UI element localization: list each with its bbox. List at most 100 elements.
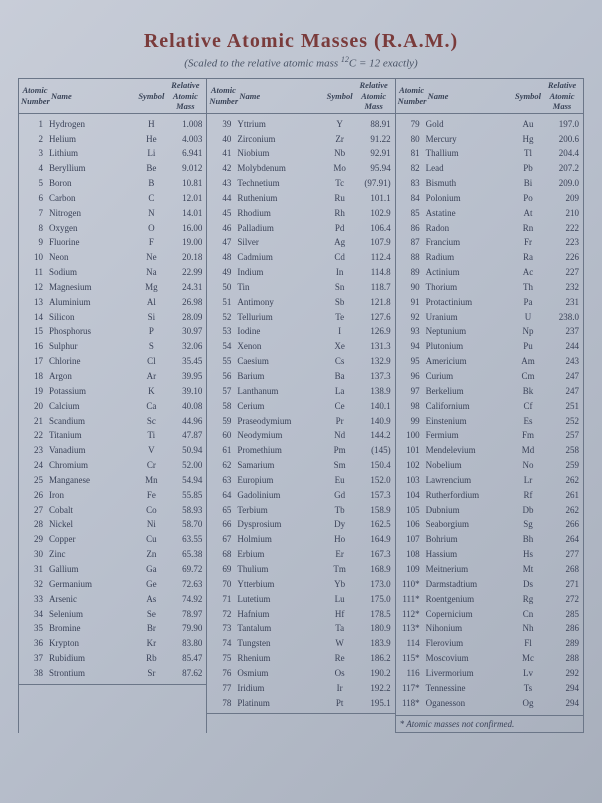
atomic-number: 109 <box>398 562 426 577</box>
element-symbol: C <box>136 191 166 206</box>
element-row: 36KryptonKr83.80 <box>19 636 206 651</box>
atomic-number: 50 <box>209 280 237 295</box>
atomic-number: 67 <box>209 532 237 547</box>
element-symbol: Eu <box>325 473 355 488</box>
element-mass: 158.9 <box>355 503 393 518</box>
element-name: Mendelevium <box>426 443 513 458</box>
element-name: Xenon <box>237 339 324 354</box>
element-column-1: Atomic Number Name Symbol Relative Atomi… <box>18 78 207 734</box>
element-symbol: Ge <box>136 577 166 592</box>
element-mass: 137.3 <box>355 369 393 384</box>
element-row: 64GadoliniumGd157.3 <box>207 488 394 503</box>
element-row: 67HolmiumHo164.9 <box>207 532 394 547</box>
element-mass: 262 <box>543 503 581 518</box>
element-mass: 22.99 <box>166 265 204 280</box>
element-name: Yttrium <box>237 117 324 132</box>
element-mass: 238.0 <box>543 310 581 325</box>
element-row: 28NickelNi58.70 <box>19 517 206 532</box>
atomic-number: 76 <box>209 666 237 681</box>
element-mass: 247 <box>543 369 581 384</box>
element-name: Oxygen <box>49 221 136 236</box>
atomic-number: 58 <box>209 399 237 414</box>
atomic-number: 80 <box>398 132 426 147</box>
element-mass: 121.8 <box>355 295 393 310</box>
atomic-number: 73 <box>209 621 237 636</box>
atomic-number: 116 <box>398 666 426 681</box>
element-mass: 58.70 <box>166 517 204 532</box>
element-symbol: Re <box>325 651 355 666</box>
atomic-number: 61 <box>209 443 237 458</box>
element-mass: 40.08 <box>166 399 204 414</box>
atomic-number: 104 <box>398 488 426 503</box>
element-mass: 140.9 <box>355 414 393 429</box>
subtitle-iso: 12 <box>341 55 349 64</box>
element-row: 47SilverAg107.9 <box>207 235 394 250</box>
element-row: 6CarbonC12.01 <box>19 191 206 206</box>
element-mass: 294 <box>543 696 581 711</box>
element-name: Lutetium <box>237 592 324 607</box>
hdr-atomic-number: Atomic Number <box>21 85 49 105</box>
element-name: Terbium <box>237 503 324 518</box>
element-symbol: Db <box>513 503 543 518</box>
element-mass: 140.1 <box>355 399 393 414</box>
element-mass: 288 <box>543 651 581 666</box>
element-symbol: Rb <box>136 651 166 666</box>
element-name: Polonium <box>426 191 513 206</box>
element-row: 27CobaltCo58.93 <box>19 503 206 518</box>
element-symbol: Mg <box>136 280 166 295</box>
element-row: 16SulphurS32.06 <box>19 339 206 354</box>
hdr-name: Name <box>426 91 513 101</box>
atomic-number: 88 <box>398 250 426 265</box>
element-rows: 79GoldAu197.080MercuryHg200.681ThalliumT… <box>396 114 583 714</box>
element-symbol: Lr <box>513 473 543 488</box>
element-name: Radium <box>426 250 513 265</box>
element-name: Strontium <box>49 666 136 681</box>
atomic-number: 13 <box>21 295 49 310</box>
element-mass: 44.96 <box>166 414 204 429</box>
element-name: Thallium <box>426 146 513 161</box>
element-symbol: Ts <box>513 681 543 696</box>
element-row: 116LivermoriumLv292 <box>396 666 583 681</box>
element-row: 14SiliconSi28.09 <box>19 310 206 325</box>
element-row: 21ScandiumSc44.96 <box>19 414 206 429</box>
element-symbol: Cf <box>513 399 543 414</box>
element-row: 113*NihoniumNh286 <box>396 621 583 636</box>
element-rows: 39YttriumY88.9140ZirconiumZr91.2241Niobi… <box>207 114 394 715</box>
element-row: 82LeadPb207.2 <box>396 161 583 176</box>
element-row: 32GermaniumGe72.63 <box>19 577 206 592</box>
atomic-number: 87 <box>398 235 426 250</box>
element-mass: 6.941 <box>166 146 204 161</box>
element-row: 29CopperCu63.55 <box>19 532 206 547</box>
element-name: Helium <box>49 132 136 147</box>
atomic-number: 98 <box>398 399 426 414</box>
element-name: Lawrencium <box>426 473 513 488</box>
element-symbol: Pr <box>325 414 355 429</box>
element-symbol: Ag <box>325 235 355 250</box>
atomic-number: 102 <box>398 458 426 473</box>
element-symbol: Cd <box>325 250 355 265</box>
atomic-number: 25 <box>21 473 49 488</box>
element-symbol: La <box>325 384 355 399</box>
element-symbol: Ne <box>136 250 166 265</box>
element-symbol: Na <box>136 265 166 280</box>
element-symbol: Xe <box>325 339 355 354</box>
element-name: Tungsten <box>237 636 324 651</box>
element-name: Phosphorus <box>49 324 136 339</box>
element-row: 55CaesiumCs132.9 <box>207 354 394 369</box>
element-symbol: Ba <box>325 369 355 384</box>
element-name: Iron <box>49 488 136 503</box>
atomic-number: 20 <box>21 399 49 414</box>
element-mass: 244 <box>543 339 581 354</box>
element-row: 43TechnetiumTc(97.91) <box>207 176 394 191</box>
atomic-number: 12 <box>21 280 49 295</box>
element-row: 56BariumBa137.3 <box>207 369 394 384</box>
atomic-number: 89 <box>398 265 426 280</box>
atomic-number: 94 <box>398 339 426 354</box>
element-name: Berkelium <box>426 384 513 399</box>
atomic-number: 14 <box>21 310 49 325</box>
element-row: 19PotassiumK39.10 <box>19 384 206 399</box>
element-symbol: Tb <box>325 503 355 518</box>
element-row: 49IndiumIn114.8 <box>207 265 394 280</box>
element-mass: 87.62 <box>166 666 204 681</box>
atomic-number: 31 <box>21 562 49 577</box>
